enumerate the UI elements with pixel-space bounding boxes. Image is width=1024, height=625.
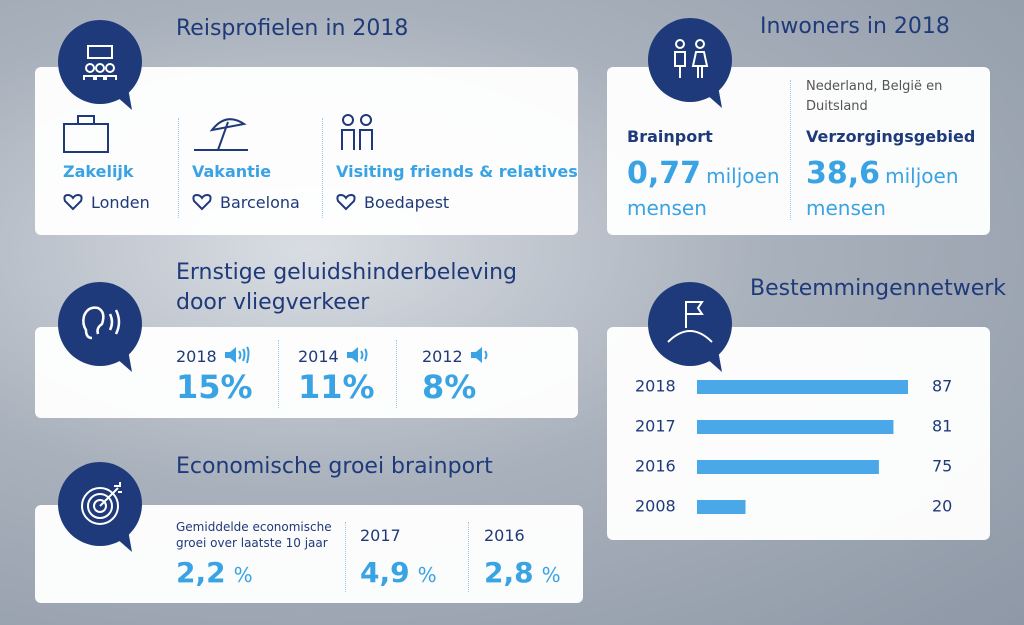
value: 0,77 bbox=[627, 156, 702, 191]
icon-umbrella bbox=[194, 118, 248, 151]
value-label: 20 bbox=[932, 497, 952, 516]
divider bbox=[345, 522, 346, 592]
bar-chart: 2018 87 2017 81 2016 75 2008 20 bbox=[635, 377, 952, 516]
year-label: 2014 bbox=[298, 347, 339, 366]
year-label: 2018 bbox=[176, 347, 217, 366]
title-line: door vliegverkeer bbox=[176, 290, 370, 315]
value: 2,8 bbox=[484, 556, 534, 589]
label: Brainport bbox=[627, 127, 713, 146]
icon-briefcase bbox=[63, 115, 109, 153]
note: Nederland, België en Duitsland bbox=[806, 79, 943, 114]
profile-type: Zakelijk bbox=[63, 162, 134, 181]
icon-people bbox=[341, 114, 373, 150]
stat: 2,2% bbox=[176, 556, 253, 589]
value-label: 87 bbox=[932, 377, 952, 396]
stat: 38,6 miljoen bbox=[806, 156, 959, 191]
value: 4,9 bbox=[360, 556, 410, 589]
icon-flag bbox=[648, 282, 732, 372]
icon-inhabitants bbox=[648, 18, 732, 108]
year-label: 2012 bbox=[422, 347, 463, 366]
bar bbox=[697, 380, 908, 394]
year: 2014 bbox=[298, 344, 375, 366]
speaker-icon bbox=[470, 347, 488, 363]
percentage: 15% bbox=[176, 368, 253, 406]
unit: mensen bbox=[806, 196, 886, 220]
label: Gemiddelde economische groei over laatst… bbox=[176, 520, 332, 550]
category-label: 2017 bbox=[635, 417, 676, 436]
heart-icon bbox=[336, 193, 356, 211]
profile-type: Vakantie bbox=[192, 162, 272, 181]
city: Londen bbox=[91, 193, 150, 212]
icon-target bbox=[58, 462, 142, 552]
year: 2018 bbox=[176, 344, 253, 366]
divider bbox=[468, 522, 469, 592]
unit: mensen bbox=[627, 196, 707, 220]
icon-travel bbox=[58, 20, 142, 110]
title: Ernstige geluidshinderbeleving door vlieg… bbox=[176, 258, 517, 318]
profile-city: Barcelona bbox=[192, 193, 300, 212]
unit: % bbox=[541, 563, 561, 587]
percentage: 8% bbox=[422, 368, 477, 406]
title: Reisprofielen in 2018 bbox=[176, 16, 409, 41]
bar bbox=[697, 500, 746, 514]
heart-icon bbox=[63, 193, 83, 211]
speaker-icon bbox=[346, 347, 368, 363]
divider bbox=[790, 80, 791, 220]
title: Bestemmingennetwerk bbox=[750, 276, 1007, 301]
stat: 0,77 miljoen bbox=[627, 156, 780, 191]
profile-city: Londen bbox=[63, 193, 150, 212]
label: Verzorgingsgebied bbox=[806, 127, 976, 146]
divider bbox=[278, 340, 279, 408]
value-label: 81 bbox=[932, 417, 952, 436]
label: 2016 bbox=[484, 526, 525, 545]
divider bbox=[322, 118, 323, 218]
category-label: 2008 bbox=[635, 497, 676, 516]
city: Barcelona bbox=[220, 193, 300, 212]
value: 38,6 bbox=[806, 156, 881, 191]
profile-type: Visiting friends & relatives bbox=[336, 162, 578, 181]
profile-city: Boedapest bbox=[336, 193, 449, 212]
stat: 4,9% bbox=[360, 556, 437, 589]
stat: 2,8% bbox=[484, 556, 561, 589]
label: 2017 bbox=[360, 526, 401, 545]
value: 2,2 bbox=[176, 556, 226, 589]
category-label: 2016 bbox=[635, 457, 676, 476]
bar bbox=[697, 420, 894, 434]
bar bbox=[697, 460, 879, 474]
category-label: 2018 bbox=[635, 377, 676, 396]
percentage: 11% bbox=[298, 368, 375, 406]
heart-icon bbox=[192, 193, 212, 211]
city: Boedapest bbox=[364, 193, 450, 212]
year: 2012 bbox=[422, 344, 499, 366]
unit: % bbox=[417, 563, 437, 587]
unit: miljoen bbox=[885, 164, 959, 188]
title-line: Ernstige geluidshinderbeleving bbox=[176, 260, 518, 285]
speaker-icon bbox=[224, 346, 250, 364]
unit: miljoen bbox=[706, 164, 780, 188]
divider bbox=[178, 118, 179, 218]
divider bbox=[396, 340, 397, 408]
value-label: 75 bbox=[932, 457, 952, 476]
unit: % bbox=[233, 563, 253, 587]
icon-ear bbox=[58, 282, 142, 372]
title: Economische groei brainport bbox=[176, 454, 493, 479]
title: Inwoners in 2018 bbox=[760, 14, 950, 39]
